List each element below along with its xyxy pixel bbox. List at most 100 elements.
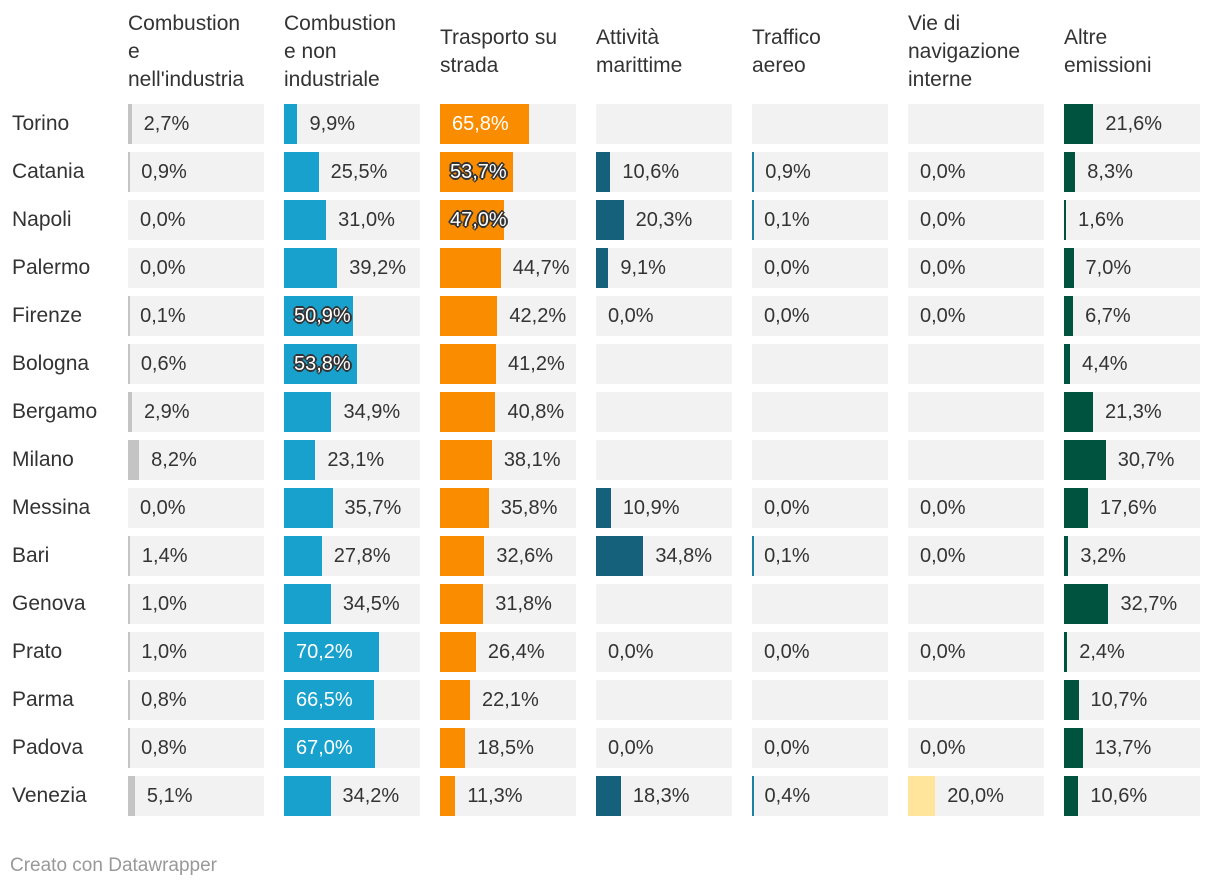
bar-combustione-non-industriale bbox=[284, 248, 338, 288]
column-header-line: aereo bbox=[752, 54, 806, 77]
value-label: 3,2% bbox=[1080, 545, 1126, 567]
cell-background bbox=[596, 248, 732, 288]
bar-altre-emissioni bbox=[1064, 344, 1070, 384]
bar-trasporto-su-strada bbox=[440, 776, 456, 816]
bar-combustione-non-industriale bbox=[284, 152, 319, 192]
value-label: 34,5% bbox=[342, 593, 400, 615]
value-label: 0,0% bbox=[608, 641, 654, 663]
value-label: 34,8% bbox=[655, 545, 713, 567]
bar-trasporto-su-strada bbox=[440, 392, 496, 432]
bar-altre-emissioni bbox=[1064, 104, 1094, 144]
value-label: 0,0% bbox=[608, 305, 654, 327]
cell-background bbox=[596, 440, 732, 480]
cell-background bbox=[596, 728, 732, 768]
value-label: 30,7% bbox=[1117, 449, 1175, 471]
cell-background bbox=[596, 344, 732, 384]
column-header: Vie di navigazione interne bbox=[908, 10, 1058, 94]
value-label: 0,1% bbox=[140, 305, 186, 327]
cell-background bbox=[908, 200, 1044, 240]
cell-background bbox=[752, 104, 888, 144]
bar-altre-emissioni bbox=[1064, 200, 1067, 240]
value-label: 53,8% bbox=[294, 353, 351, 375]
value-label: 0,4% bbox=[764, 785, 811, 807]
bar-traffico-aereo bbox=[752, 152, 754, 192]
cell-background bbox=[596, 584, 732, 624]
row-label: Parma bbox=[12, 688, 74, 711]
bar-traffico-aereo bbox=[752, 200, 754, 240]
column-header-line: nell'industria bbox=[128, 68, 245, 91]
bar-combustione-nell-industria bbox=[128, 584, 130, 624]
bar-combustione-non-industriale bbox=[284, 536, 322, 576]
value-label: 31,0% bbox=[338, 209, 395, 231]
cell-background bbox=[128, 392, 264, 432]
column-header-line: Traffico bbox=[752, 26, 821, 49]
cell-background bbox=[596, 152, 732, 192]
value-label: 23,1% bbox=[327, 449, 385, 471]
value-label: 0,0% bbox=[920, 737, 966, 759]
cell-background bbox=[128, 632, 264, 672]
value-label: 18,3% bbox=[632, 785, 690, 807]
row-label: Bologna bbox=[12, 352, 90, 375]
cell-background bbox=[128, 200, 264, 240]
bar-combustione-non-industriale bbox=[284, 296, 354, 336]
value-label: 39,2% bbox=[349, 257, 407, 279]
row-label: Padova bbox=[12, 736, 84, 759]
bar-combustione-nell-industria bbox=[128, 152, 130, 192]
value-label: 0,0% bbox=[764, 257, 810, 279]
value-label: 13,7% bbox=[1094, 737, 1152, 759]
row-label: Venezia bbox=[12, 784, 87, 807]
cell-background bbox=[128, 440, 264, 480]
bar-attivit-marittime bbox=[596, 152, 611, 192]
value-label: 41,2% bbox=[508, 353, 565, 375]
cell-background bbox=[284, 104, 420, 144]
value-label: 4,4% bbox=[1081, 353, 1128, 375]
cell-background bbox=[752, 728, 888, 768]
row-label: Palermo bbox=[12, 256, 91, 279]
bar-combustione-nell-industria bbox=[128, 344, 130, 384]
column-header-line: e bbox=[128, 40, 140, 63]
cell-background bbox=[908, 584, 1044, 624]
value-label: 1,4% bbox=[141, 545, 188, 567]
bar-trasporto-su-strada bbox=[440, 296, 498, 336]
value-label: 34,9% bbox=[343, 401, 401, 423]
value-label: 67,0% bbox=[296, 737, 353, 759]
column-header: Altre emissioni bbox=[1064, 24, 1214, 80]
bar-attivit-marittime bbox=[596, 776, 621, 816]
cell-background bbox=[908, 296, 1044, 336]
bar-trasporto-su-strada bbox=[440, 584, 484, 624]
value-label: 0,9% bbox=[141, 161, 187, 183]
bar-altre-emissioni bbox=[1064, 248, 1074, 288]
value-label: 0,9% bbox=[765, 161, 811, 183]
bar-combustione-non-industriale bbox=[284, 200, 327, 240]
value-label: 70,2% bbox=[296, 641, 353, 663]
cell-background bbox=[908, 632, 1044, 672]
value-label: 0,0% bbox=[920, 545, 966, 567]
cell-background bbox=[752, 488, 888, 528]
bar-altre-emissioni bbox=[1064, 776, 1079, 816]
bar-attivit-marittime bbox=[596, 200, 624, 240]
bar-trasporto-su-strada bbox=[440, 488, 489, 528]
cell-background bbox=[752, 680, 888, 720]
cell-background bbox=[440, 776, 576, 816]
value-label: 25,5% bbox=[330, 161, 388, 183]
value-label: 65,8% bbox=[452, 113, 509, 135]
value-label: 0,0% bbox=[920, 257, 966, 279]
value-label: 2,4% bbox=[1079, 641, 1125, 663]
column-header-line: industriale bbox=[284, 68, 380, 91]
column-header-line: marittime bbox=[596, 54, 683, 77]
value-label: 10,6% bbox=[622, 161, 680, 183]
cell-background bbox=[1064, 296, 1200, 336]
value-label: 1,6% bbox=[1078, 209, 1124, 231]
column-header: Combustion e non industriale bbox=[284, 10, 434, 94]
value-label: 0,0% bbox=[140, 497, 186, 519]
value-label: 21,6% bbox=[1105, 113, 1163, 135]
cell-background bbox=[128, 680, 264, 720]
value-label: 2,9% bbox=[143, 401, 190, 423]
cell-background bbox=[1064, 344, 1200, 384]
bar-combustione-non-industriale bbox=[284, 440, 316, 480]
row-label: Firenze bbox=[12, 304, 83, 327]
value-label: 27,8% bbox=[333, 545, 391, 567]
cell-background bbox=[1064, 200, 1200, 240]
value-label: 0,8% bbox=[141, 689, 187, 711]
cell-background bbox=[752, 536, 888, 576]
